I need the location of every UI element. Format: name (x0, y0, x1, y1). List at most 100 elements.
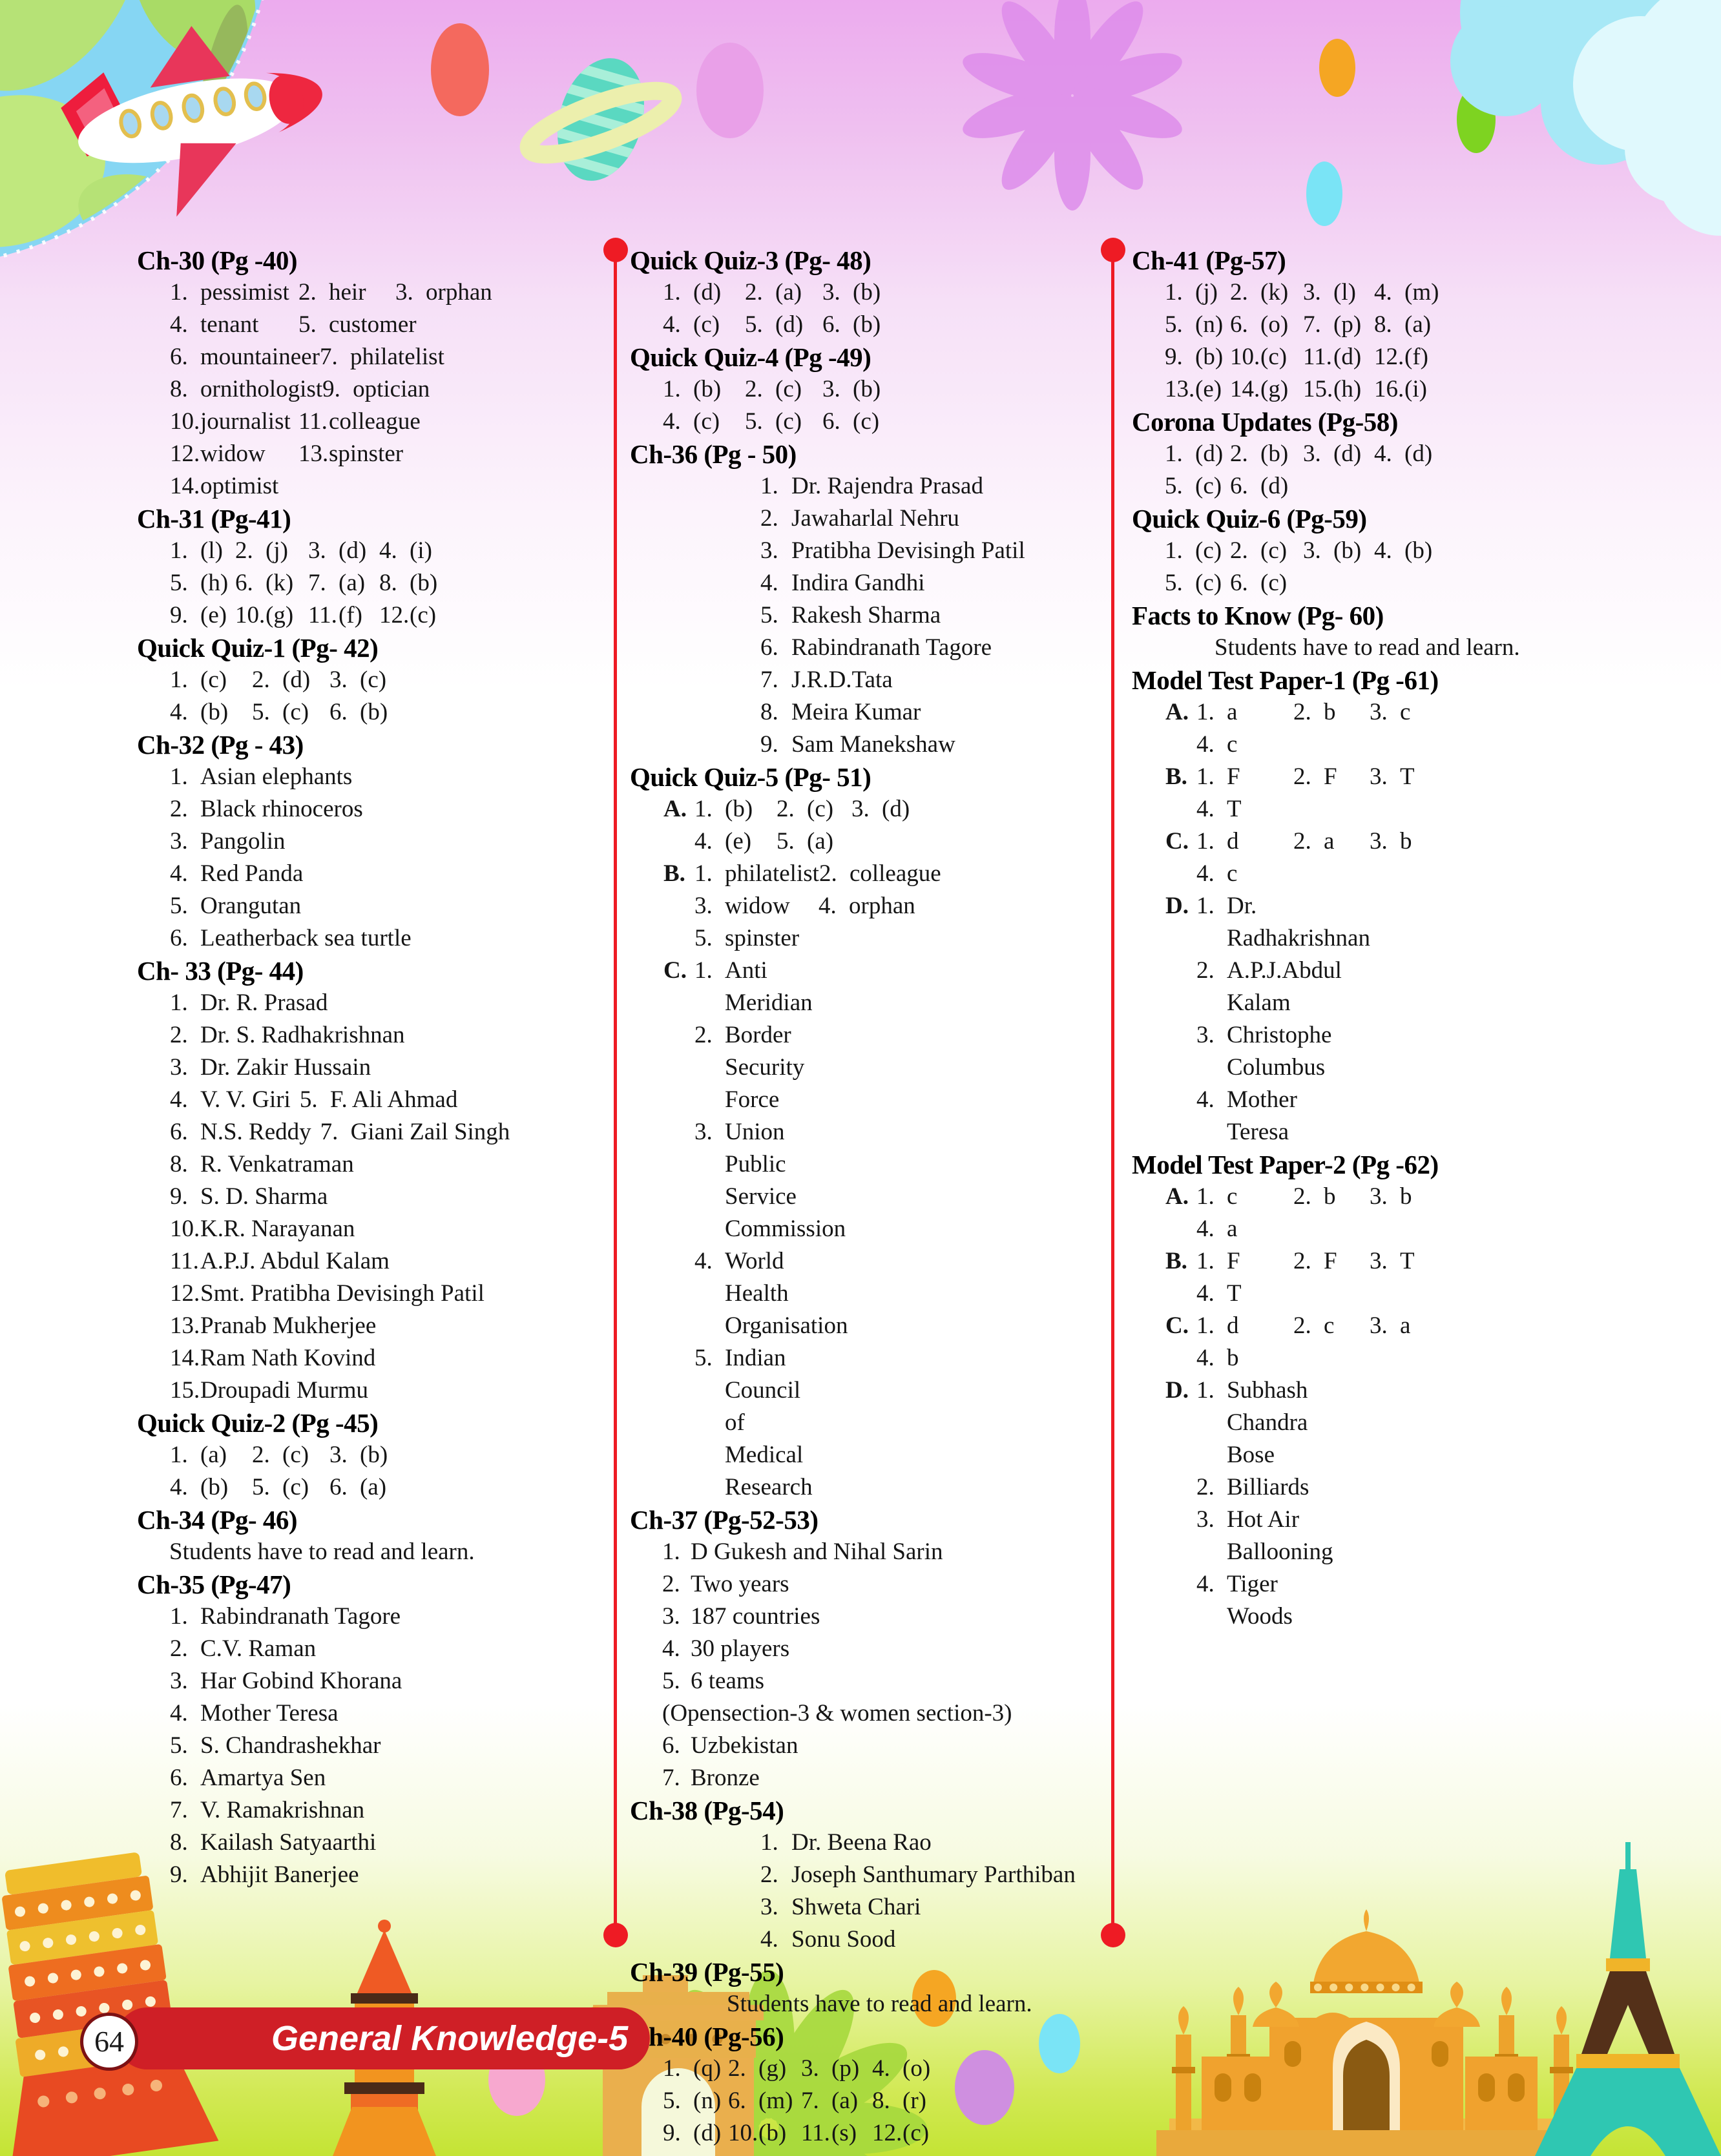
answer-item: 3. Christophe Columbus (1196, 1019, 1331, 1084)
answer-row: 4. Mother Teresa (1132, 1084, 1656, 1148)
answer-row: 1. Dr. Beena Rao (630, 1827, 1108, 1859)
section-title: Ch-40 (Pg-56) (630, 2022, 784, 2051)
answer-text: Leatherback sea turtle (200, 925, 412, 951)
answer-text: (e) (725, 828, 752, 855)
answer-text: Meira Kumar (791, 699, 921, 725)
answer-text: (b) (853, 376, 881, 402)
answer-number: 4. (1196, 1280, 1215, 1307)
answer-number: 5. (694, 925, 713, 951)
answer-item: 7. (a) (308, 567, 379, 599)
answer-item: 5. 6 teams (630, 1665, 764, 1697)
answer-row: 5. Indian Council of Medical Research (630, 1342, 1108, 1504)
answer-number: 6. (329, 699, 348, 725)
answer-item: 6. (a) (329, 1471, 386, 1504)
answer-number: 2. (760, 505, 778, 532)
answer-item: 4. Indira Gandhi (630, 567, 925, 599)
answer-item: 3. (d) (1303, 438, 1374, 470)
answer-row: (Opensection-3 & women section-3) (630, 1697, 1108, 1730)
answer-item: 10. (g) (235, 599, 308, 632)
answer-text: a (1227, 1216, 1238, 1242)
answer-number: 1. (694, 957, 713, 984)
answer-text: (c) (775, 376, 802, 402)
answer-row: 12. Smt. Pratibha Devisingh Patil (137, 1278, 616, 1310)
answer-item: 3. c (1370, 696, 1410, 729)
answer-number: 2. (1230, 441, 1248, 467)
answer-number: 10. (1230, 344, 1260, 370)
answer-item: 1. Rabindranath Tagore (137, 1601, 401, 1633)
answer-text: A.P.J.Abdul Kalam (1227, 957, 1342, 1016)
answer-number: 14. (1230, 376, 1260, 402)
dot (696, 43, 764, 138)
answer-row: 1. Dr. Rajendra Prasad (630, 470, 1108, 503)
answer-number: 3. (822, 376, 840, 402)
answer-text: Har Gobind Khorana (200, 1668, 402, 1694)
answer-text: Joseph Santhumary Parthiban (791, 1861, 1076, 1888)
section: Ch-34 (Pg- 46) Students have to read and … (137, 1504, 616, 1568)
section: Model Test Paper-2 (Pg -62) A. 1. c 2. b 3. b 4.… (1132, 1148, 1656, 1633)
answer-row: 7. J.R.D.Tata (630, 664, 1108, 696)
answer-number: 2. (777, 796, 795, 822)
answer-text: F (1324, 1248, 1337, 1274)
answer-item: 3. (b) (329, 1439, 388, 1471)
answer-text: (q) (693, 2055, 722, 2082)
answer-item: 1. (c) (1132, 535, 1230, 567)
answer-item: 3. orphan (395, 276, 492, 309)
answer-row: 6. mountaineer 7. philatelist (137, 341, 616, 373)
answer-row: 9. Abhijit Banerjee (137, 1859, 616, 1891)
answer-item: 3. 187 countries (630, 1601, 820, 1633)
answer-text: Indian Council of Medical Research (725, 1345, 813, 1500)
answer-row: 5. (c) 6. (c) (1132, 567, 1656, 599)
answer-number: 4. (694, 828, 713, 855)
answer-text: (i) (410, 537, 432, 564)
answer-column: Ch-30 (Pg -40) 1. pessimist 2. heir 3. orphan 4… (137, 244, 616, 1891)
answer-number: 6. (170, 1119, 188, 1145)
answer-text: (c) (853, 408, 880, 435)
answer-text: Uzbekistan (691, 1732, 798, 1759)
answer-number: 5. (298, 311, 317, 338)
answer-row: 5. S. Chandrashekhar (137, 1730, 616, 1762)
answer-text: Pangolin (200, 828, 286, 855)
answer-item: 14. Ram Nath Kovind (137, 1342, 375, 1374)
answer-item: 1. (a) (137, 1439, 252, 1471)
answer-row: B. 1. philatelist 2. colleague (630, 858, 1108, 890)
answer-item: 9. Sam Manekshaw (630, 729, 955, 761)
answer-text: (b) (693, 376, 722, 402)
part-letter: A. (663, 796, 687, 822)
answer-text: (j) (831, 2150, 854, 2156)
answer-item: 4. World Health Organisation (694, 1245, 848, 1342)
answer-row: 6. Amartya Sen (137, 1762, 616, 1794)
answer-text: (a) (360, 1474, 387, 1500)
answer-text: (b) (360, 699, 388, 725)
answer-item: 4. Red Panda (137, 858, 303, 890)
answer-row: 4. T (1132, 1278, 1656, 1310)
answer-text: T (1227, 1280, 1242, 1307)
answer-row: D. 1. Subhash Chandra Bose (1132, 1374, 1656, 1471)
answer-number: 5. (170, 570, 188, 596)
answer-item: 2. (d) (252, 664, 329, 696)
answer-item: 1. Asian elephants (137, 761, 352, 793)
answer-text: widow (200, 441, 266, 467)
answer-number: 9. (170, 1861, 188, 1888)
answer-number: 1. (662, 1539, 680, 1565)
answer-item: 2. (k) (1230, 276, 1303, 309)
answer-text: (Opensection-3 & women section-3) (662, 1700, 1012, 1726)
answer-item: 2. Jawaharlal Nehru (630, 503, 959, 535)
answer-row: 1. Asian elephants (137, 761, 616, 793)
answer-row: C. 1. Anti Meridian (630, 955, 1108, 1019)
answer-number: 2. (760, 1861, 778, 1888)
answer-item: 6. (c) (822, 406, 879, 438)
answer-item: 3. Har Gobind Khorana (137, 1665, 402, 1697)
answer-text: widow (725, 893, 790, 919)
answer-item: 5. (c) (1132, 470, 1230, 503)
part-letter: C. (1165, 1312, 1189, 1339)
answer-text: (i) (902, 2150, 925, 2156)
answer-item: 1. (b) (630, 373, 745, 406)
answer-row: 13. Pranab Mukherjee (137, 1310, 616, 1342)
answer-item: 3. Hot Air Ballooning (1196, 1504, 1333, 1568)
answer-text: Sam Manekshaw (791, 731, 955, 758)
answer-row: 2. Border Security Force (630, 1019, 1108, 1116)
answer-number: 2. (662, 1571, 680, 1597)
answer-text: Rabindranath Tagore (791, 634, 992, 661)
answer-text: Pranab Mukherjee (200, 1312, 377, 1339)
answer-row: 10. K.R. Narayanan (137, 1213, 616, 1245)
